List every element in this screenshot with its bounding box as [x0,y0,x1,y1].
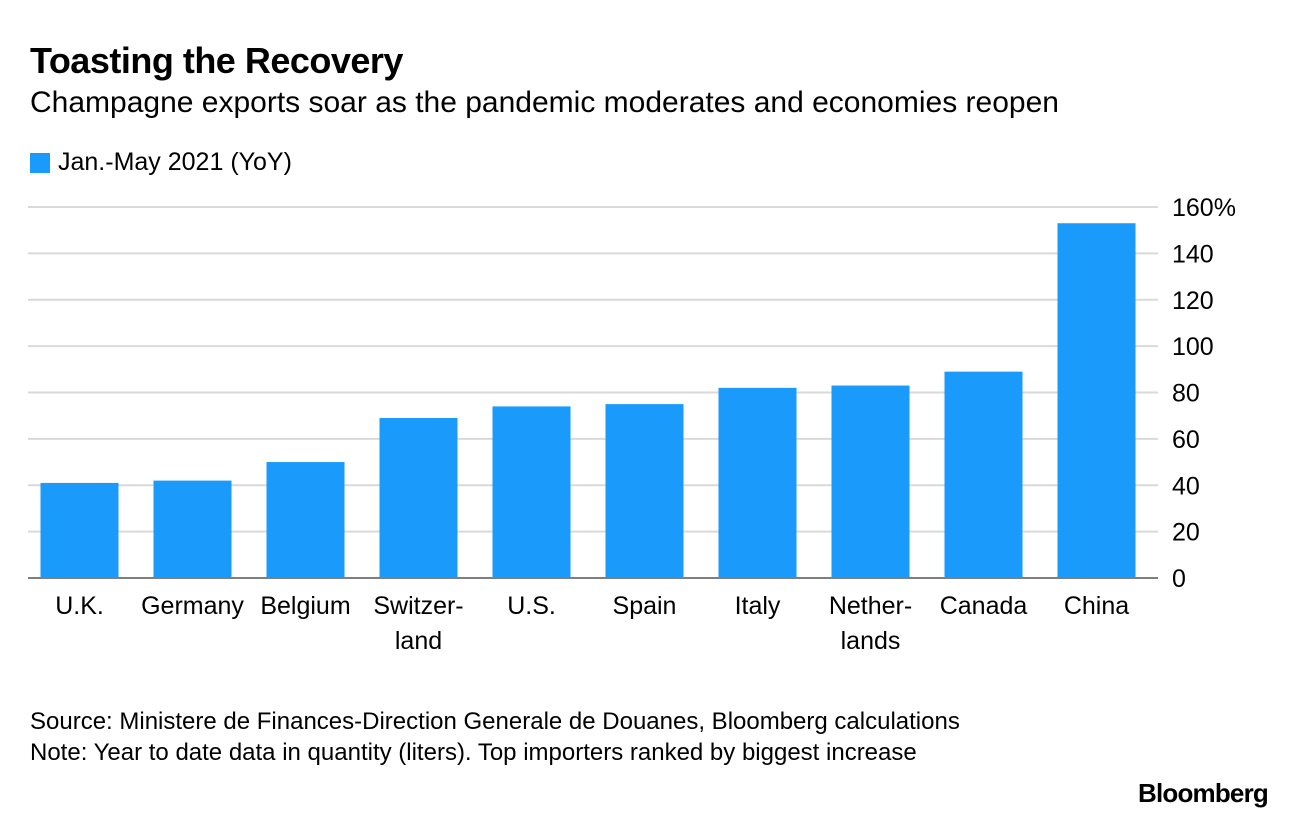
x-category-label: Germany [141,592,244,620]
bar [605,404,684,578]
chart-footer: Source: Ministere de Finances-Direction … [30,706,1030,768]
y-tick-label: 80 [1172,380,1200,408]
y-tick-label: 40 [1172,472,1200,500]
x-category-label: Canada [940,592,1028,620]
y-tick-label: 0 [1172,565,1186,593]
bar [1057,223,1136,578]
bar [944,371,1023,578]
x-category-label: Belgium [260,592,350,620]
x-category-label: Switzer- [373,592,463,620]
y-tick-label: 120 [1172,287,1214,315]
chart-subtitle: Champagne exports soar as the pandemic m… [30,86,1059,119]
y-tick-label: 100 [1172,333,1214,361]
bar [492,406,571,578]
y-tick-label: 60 [1172,426,1200,454]
bar [718,387,797,578]
bar [831,385,910,578]
data-note: Note: Year to date data in quantity (lit… [30,739,917,766]
y-tick-label: 160% [1172,194,1236,222]
x-category-label: Spain [613,592,677,620]
x-category-label: Italy [735,592,781,620]
bar [153,480,232,578]
legend: Jan.-May 2021 (YoY) [30,148,292,177]
bloomberg-logo: Bloomberg [1137,778,1269,808]
legend-label: Jan.-May 2021 (YoY) [58,148,292,176]
source-note: Source: Ministere de Finances-Direction … [30,708,960,735]
bars [40,223,1136,578]
legend-swatch [30,152,50,173]
y-tick-label: 20 [1172,519,1200,547]
x-category-label: Nether- [829,592,912,620]
bar [379,418,458,578]
x-category-label: China [1064,592,1129,620]
y-axis-ticks: 0 20 40 60 80 100 120 140 160% [1172,194,1236,593]
x-category-label: U.S. [507,592,556,620]
x-category-label: U.K. [55,592,104,620]
bar [266,462,345,578]
y-tick-label: 140 [1172,240,1214,268]
bar [40,482,119,578]
chart-title: Toasting the Recovery [30,40,403,81]
x-axis-categories: U.K. Germany Belgium Switzer-land U.S. Spain I… [55,592,1129,655]
x-category-label: lands [841,627,901,655]
x-category-label: land [395,627,442,655]
